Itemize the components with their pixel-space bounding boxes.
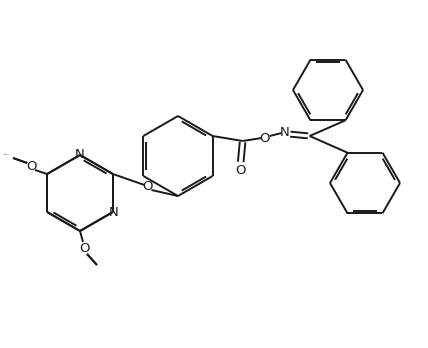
Text: N: N xyxy=(280,127,289,140)
Text: O: O xyxy=(259,132,270,144)
Text: O: O xyxy=(26,159,36,173)
Text: methoxy: methoxy xyxy=(4,153,10,155)
Text: N: N xyxy=(75,148,85,160)
Text: O: O xyxy=(80,243,90,255)
Text: O: O xyxy=(142,181,153,193)
Text: N: N xyxy=(109,206,119,219)
Text: O: O xyxy=(235,165,246,177)
